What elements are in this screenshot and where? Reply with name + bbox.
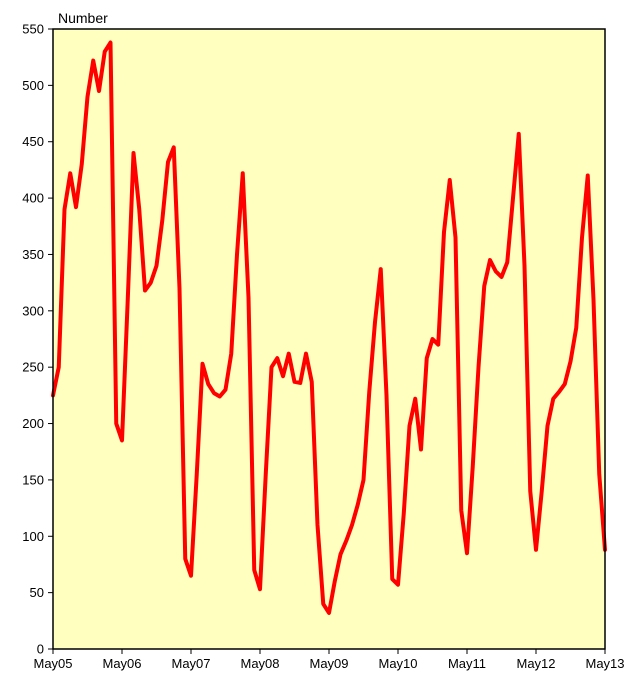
y-tick-label: 150 <box>22 472 44 487</box>
series-line <box>51 40 607 615</box>
x-axis-ticks: May05 May06 May07 May08 May09 May10 May11 May12… <box>33 649 625 671</box>
y-tick-label: 550 <box>22 22 44 37</box>
x-tick-label: May11 <box>448 656 486 671</box>
y-tick-label: 100 <box>22 529 44 544</box>
x-tick-label: May06 <box>102 656 141 671</box>
x-tick-label: May13 <box>585 656 624 671</box>
y-axis-title: Number <box>58 10 108 26</box>
y-tick-label: 50 <box>30 585 44 600</box>
x-tick-label: May09 <box>309 656 348 671</box>
y-tick-label: 250 <box>22 360 44 375</box>
y-tick-label: 0 <box>37 642 44 657</box>
y-tick-label: 300 <box>22 303 44 318</box>
y-axis-ticks: 0 50 100 150 200 250 300 350 400 450 500 550 <box>22 22 53 657</box>
y-tick-label: 200 <box>22 416 44 431</box>
x-tick-label: May10 <box>378 656 417 671</box>
y-tick-label: 400 <box>22 191 44 206</box>
x-tick-label: May05 <box>33 656 72 671</box>
plot-area <box>53 29 605 649</box>
y-tick-label: 350 <box>22 247 44 262</box>
x-tick-label: May12 <box>516 656 555 671</box>
x-tick-label: May07 <box>171 656 210 671</box>
y-tick-label: 500 <box>22 78 44 93</box>
x-tick-label: May08 <box>240 656 279 671</box>
y-tick-label: 450 <box>22 134 44 149</box>
plot-frame <box>52 28 606 650</box>
